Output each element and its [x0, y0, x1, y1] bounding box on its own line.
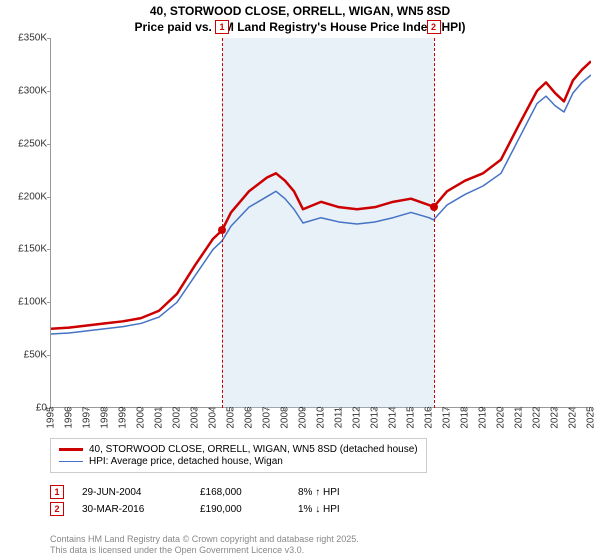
y-axis-label: £200K [3, 191, 47, 202]
x-tick [159, 407, 160, 411]
marker-row: 2 30-MAR-2016 £190,000 1% ↓ HPI [50, 502, 378, 516]
x-tick [447, 407, 448, 411]
x-tick [501, 407, 502, 411]
x-tick [285, 407, 286, 411]
legend-item: 40, STORWOOD CLOSE, ORRELL, WIGAN, WN5 8… [59, 444, 418, 455]
marker-date: 30-MAR-2016 [82, 504, 182, 515]
legend-swatch [59, 448, 83, 451]
y-axis-label: £50K [3, 350, 47, 361]
y-tick [47, 355, 51, 356]
x-tick [177, 407, 178, 411]
legend-swatch [59, 461, 83, 463]
chart-container: 40, STORWOOD CLOSE, ORRELL, WIGAN, WN5 8… [0, 0, 600, 560]
y-axis-label: £150K [3, 244, 47, 255]
chart-area: £0£50K£100K£150K£200K£250K£300K£350K1995… [50, 38, 590, 408]
marker-price: £190,000 [200, 504, 280, 515]
marker-date: 29-JUN-2004 [82, 487, 182, 498]
x-tick [465, 407, 466, 411]
y-tick [47, 38, 51, 39]
y-axis-label: £350K [3, 33, 47, 44]
y-tick [47, 144, 51, 145]
x-tick [69, 407, 70, 411]
marker-delta: 8% ↑ HPI [298, 487, 378, 498]
x-tick [519, 407, 520, 411]
x-tick [555, 407, 556, 411]
x-tick [87, 407, 88, 411]
y-axis-label: £100K [3, 297, 47, 308]
marker-table: 1 29-JUN-2004 £168,000 8% ↑ HPI 2 30-MAR-2016… [50, 482, 378, 519]
x-tick [213, 407, 214, 411]
attribution: Contains HM Land Registry data © Crown c… [50, 534, 359, 556]
title-line-1: 40, STORWOOD CLOSE, ORRELL, WIGAN, WN5 8… [0, 4, 600, 20]
y-tick [47, 91, 51, 92]
x-tick [195, 407, 196, 411]
x-tick [321, 407, 322, 411]
x-tick [123, 407, 124, 411]
legend: 40, STORWOOD CLOSE, ORRELL, WIGAN, WN5 8… [50, 438, 427, 473]
x-tick [51, 407, 52, 411]
y-tick [47, 197, 51, 198]
legend-item: HPI: Average price, detached house, Wiga… [59, 456, 418, 467]
legend-label: 40, STORWOOD CLOSE, ORRELL, WIGAN, WN5 8… [89, 444, 418, 455]
marker-delta: 1% ↓ HPI [298, 504, 378, 515]
x-tick [393, 407, 394, 411]
x-tick [231, 407, 232, 411]
attribution-line-1: Contains HM Land Registry data © Crown c… [50, 534, 359, 545]
marker-dot [430, 203, 438, 211]
attribution-line-2: This data is licensed under the Open Gov… [50, 545, 359, 556]
x-tick [483, 407, 484, 411]
x-tick [537, 407, 538, 411]
x-tick [303, 407, 304, 411]
marker-price: £168,000 [200, 487, 280, 498]
x-tick [591, 407, 592, 411]
x-tick [249, 407, 250, 411]
legend-label: HPI: Average price, detached house, Wiga… [89, 456, 283, 467]
chart-title: 40, STORWOOD CLOSE, ORRELL, WIGAN, WN5 8… [0, 0, 600, 35]
y-axis-label: £250K [3, 138, 47, 149]
x-tick [339, 407, 340, 411]
marker-box: 1 [215, 20, 229, 34]
y-axis-label: £300K [3, 85, 47, 96]
marker-row-box: 2 [50, 502, 64, 516]
title-line-2: Price paid vs. HM Land Registry's House … [0, 20, 600, 36]
y-axis-label: £0 [3, 403, 47, 414]
y-tick [47, 302, 51, 303]
x-tick [267, 407, 268, 411]
series-line [51, 61, 591, 328]
line-svg [51, 38, 591, 408]
plot-area: £0£50K£100K£150K£200K£250K£300K£350K1995… [50, 38, 590, 408]
x-tick [573, 407, 574, 411]
marker-row: 1 29-JUN-2004 £168,000 8% ↑ HPI [50, 485, 378, 499]
x-tick [141, 407, 142, 411]
y-tick [47, 249, 51, 250]
marker-box: 2 [427, 20, 441, 34]
marker-dot [218, 226, 226, 234]
series-line [51, 75, 591, 334]
x-tick [411, 407, 412, 411]
marker-row-box: 1 [50, 485, 64, 499]
x-tick [357, 407, 358, 411]
x-tick [105, 407, 106, 411]
marker-vline [222, 38, 223, 408]
x-tick [429, 407, 430, 411]
x-tick [375, 407, 376, 411]
marker-vline [434, 38, 435, 408]
